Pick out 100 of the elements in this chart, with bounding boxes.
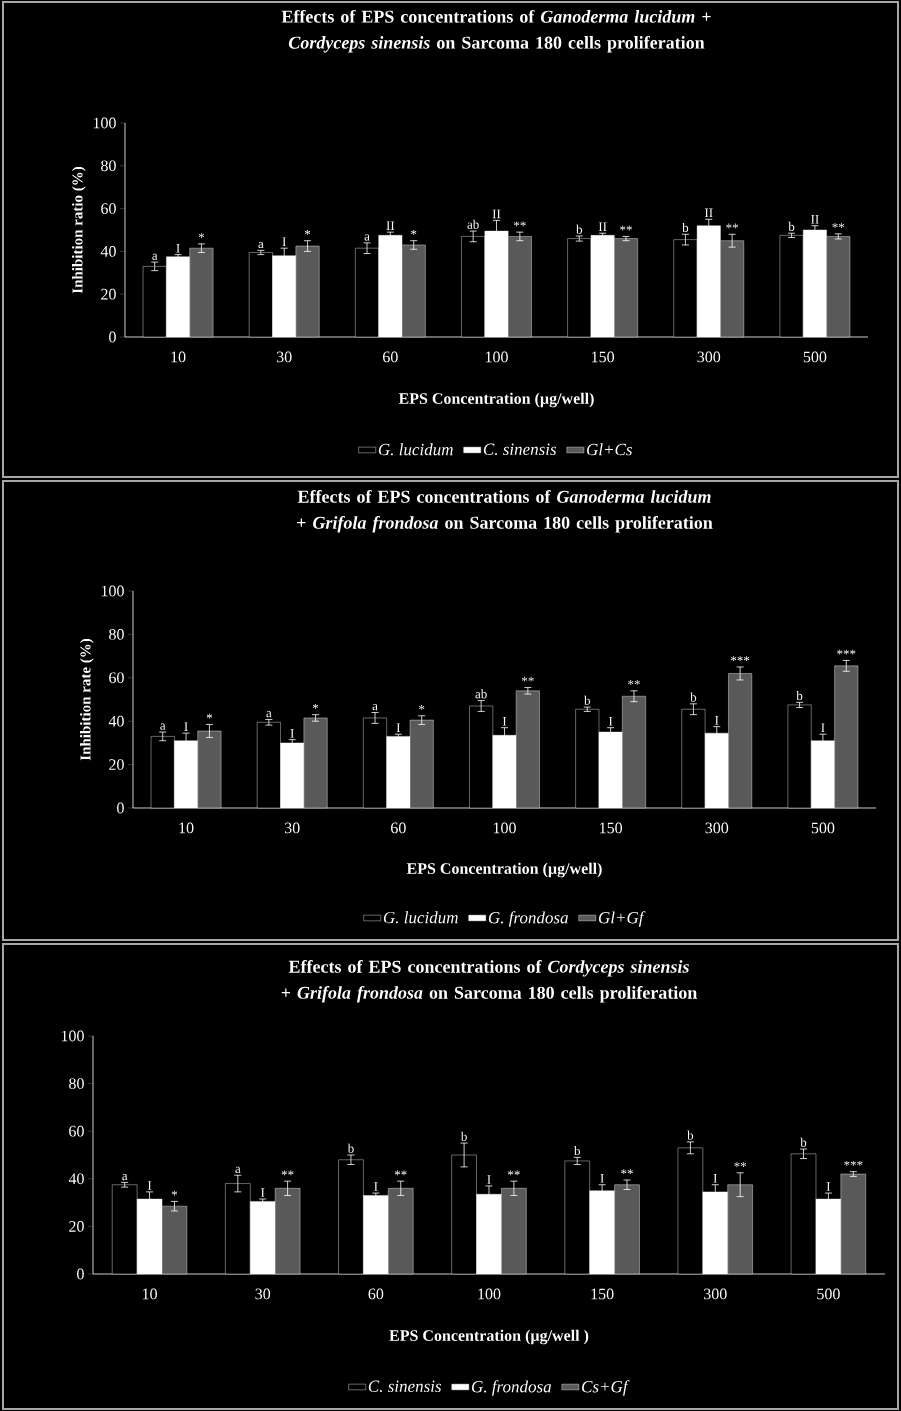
legend-label: Gl+Gf [598,911,646,927]
data-label: II [492,209,501,219]
x-tick-label: 30 [255,1288,271,1300]
x-axis-title: EPS Concentration (µg/well) [406,862,602,878]
y-tick-label: 40 [100,246,116,257]
data-label: b [687,1130,694,1140]
y-tick-label: 0 [117,802,124,814]
data-label: a [160,723,166,730]
data-label: I [608,716,613,726]
y-tick-label: 80 [69,1078,84,1089]
y-tick-label: 80 [101,160,116,172]
legend-label: G. frondosa [488,911,568,927]
legend-label: Gl+Cs [587,443,633,456]
data-label: ** [628,680,640,685]
data-label: * [411,229,417,235]
chart-title: Effects of EPS concentrations of Ganoderma lucidum + Cordyceps sinensis on Sarcoma 180 cells proliferation [281,9,711,53]
y-tick-label: 60 [69,1125,84,1137]
data-label: b [788,221,795,231]
data-label: I [600,1174,604,1183]
x-tick-label: 500 [811,822,835,834]
x-tick-label: 500 [803,351,827,363]
data-label: b [460,1131,467,1141]
y-tick-label: 100 [61,1030,84,1042]
data-label: * [198,233,205,238]
legend-label: C. sinensis [368,1380,442,1393]
y-tick-label: 100 [93,117,116,129]
data-label: b [690,692,697,702]
x-tick-label: 60 [383,351,398,363]
x-tick-label: 100 [485,351,508,363]
data-label: ** [394,1170,407,1176]
data-label: a [364,234,370,241]
data-label: b [347,1143,354,1153]
data-label: I [261,1188,265,1197]
data-label: a [235,1166,241,1174]
data-label: b [796,690,803,701]
data-label: * [171,1190,178,1196]
x-tick-label: 500 [817,1288,840,1300]
x-tick-label: 10 [179,822,194,834]
legend-label: G. lucidum [383,911,458,924]
data-label: *** [731,656,750,661]
data-label: II [704,208,713,218]
x-tick-label: 30 [284,822,300,834]
data-label: I [821,723,825,733]
data-label: ** [832,223,845,228]
x-tick-label: 10 [142,1288,157,1300]
y-tick-label: 60 [101,203,116,214]
x-tick-label: 100 [493,822,516,834]
data-label: a [266,711,272,718]
data-label: ** [281,1170,294,1176]
data-label: I [147,1181,152,1190]
y-tick-label: 20 [69,1221,84,1232]
data-label: a [122,1173,128,1181]
data-label: *** [844,1160,863,1166]
data-label: a [372,704,378,711]
x-tick-label: 300 [704,1288,727,1300]
x-tick-label: 10 [171,351,186,363]
data-label: ** [508,1170,520,1176]
data-label: ** [620,225,632,231]
x-axis-title: EPS Concentration (µg/well ) [389,1329,589,1345]
data-label: ab [475,689,487,699]
y-tick-label: 40 [68,1173,84,1185]
data-label: b [800,1137,807,1147]
y-tick-label: 40 [108,715,124,727]
data-label: II [811,215,819,224]
y-tick-label: 0 [77,1268,84,1280]
data-label: I [282,237,286,246]
x-tick-label: 150 [591,1288,614,1300]
data-label: *** [837,649,856,655]
data-label: ** [521,676,534,682]
data-label: * [312,703,319,709]
data-label: ** [621,1169,633,1175]
data-label: ab [467,219,479,229]
data-label: b [576,224,583,234]
data-label: ** [726,223,739,229]
y-tick-label: 80 [109,629,124,640]
data-label: ** [513,221,526,227]
y-tick-label: 100 [101,585,124,597]
legend-label: G. frondosa [472,1380,552,1396]
data-label: b [682,222,689,233]
data-label: * [206,713,213,719]
data-label: I [176,243,180,253]
y-tick-label: 60 [109,672,124,684]
x-tick-label: 60 [368,1288,384,1300]
y-tick-label: 20 [109,759,124,770]
y-tick-label: 20 [101,288,116,300]
data-label: b [584,695,591,705]
legend-label: Cs+Gf [582,1380,630,1396]
data-label: b [574,1146,581,1156]
data-label: * [304,229,311,235]
y-axis-title: Inhibition rate (%) [80,638,94,761]
data-label: ** [734,1162,747,1167]
legend-label: G. lucidum [378,443,453,456]
data-label: I [374,1182,378,1191]
data-label: I [502,716,507,726]
x-tick-label: 100 [478,1288,501,1300]
chart-title: Effects of EPS concentrations of Ganoderma lucidum + Grifola frondosa on Sarcoma 180 cells proliferation [297,489,713,533]
data-label: I [184,722,188,731]
y-tick-label: 0 [109,331,116,343]
data-label: * [419,705,425,710]
x-tick-label: 60 [391,822,406,834]
